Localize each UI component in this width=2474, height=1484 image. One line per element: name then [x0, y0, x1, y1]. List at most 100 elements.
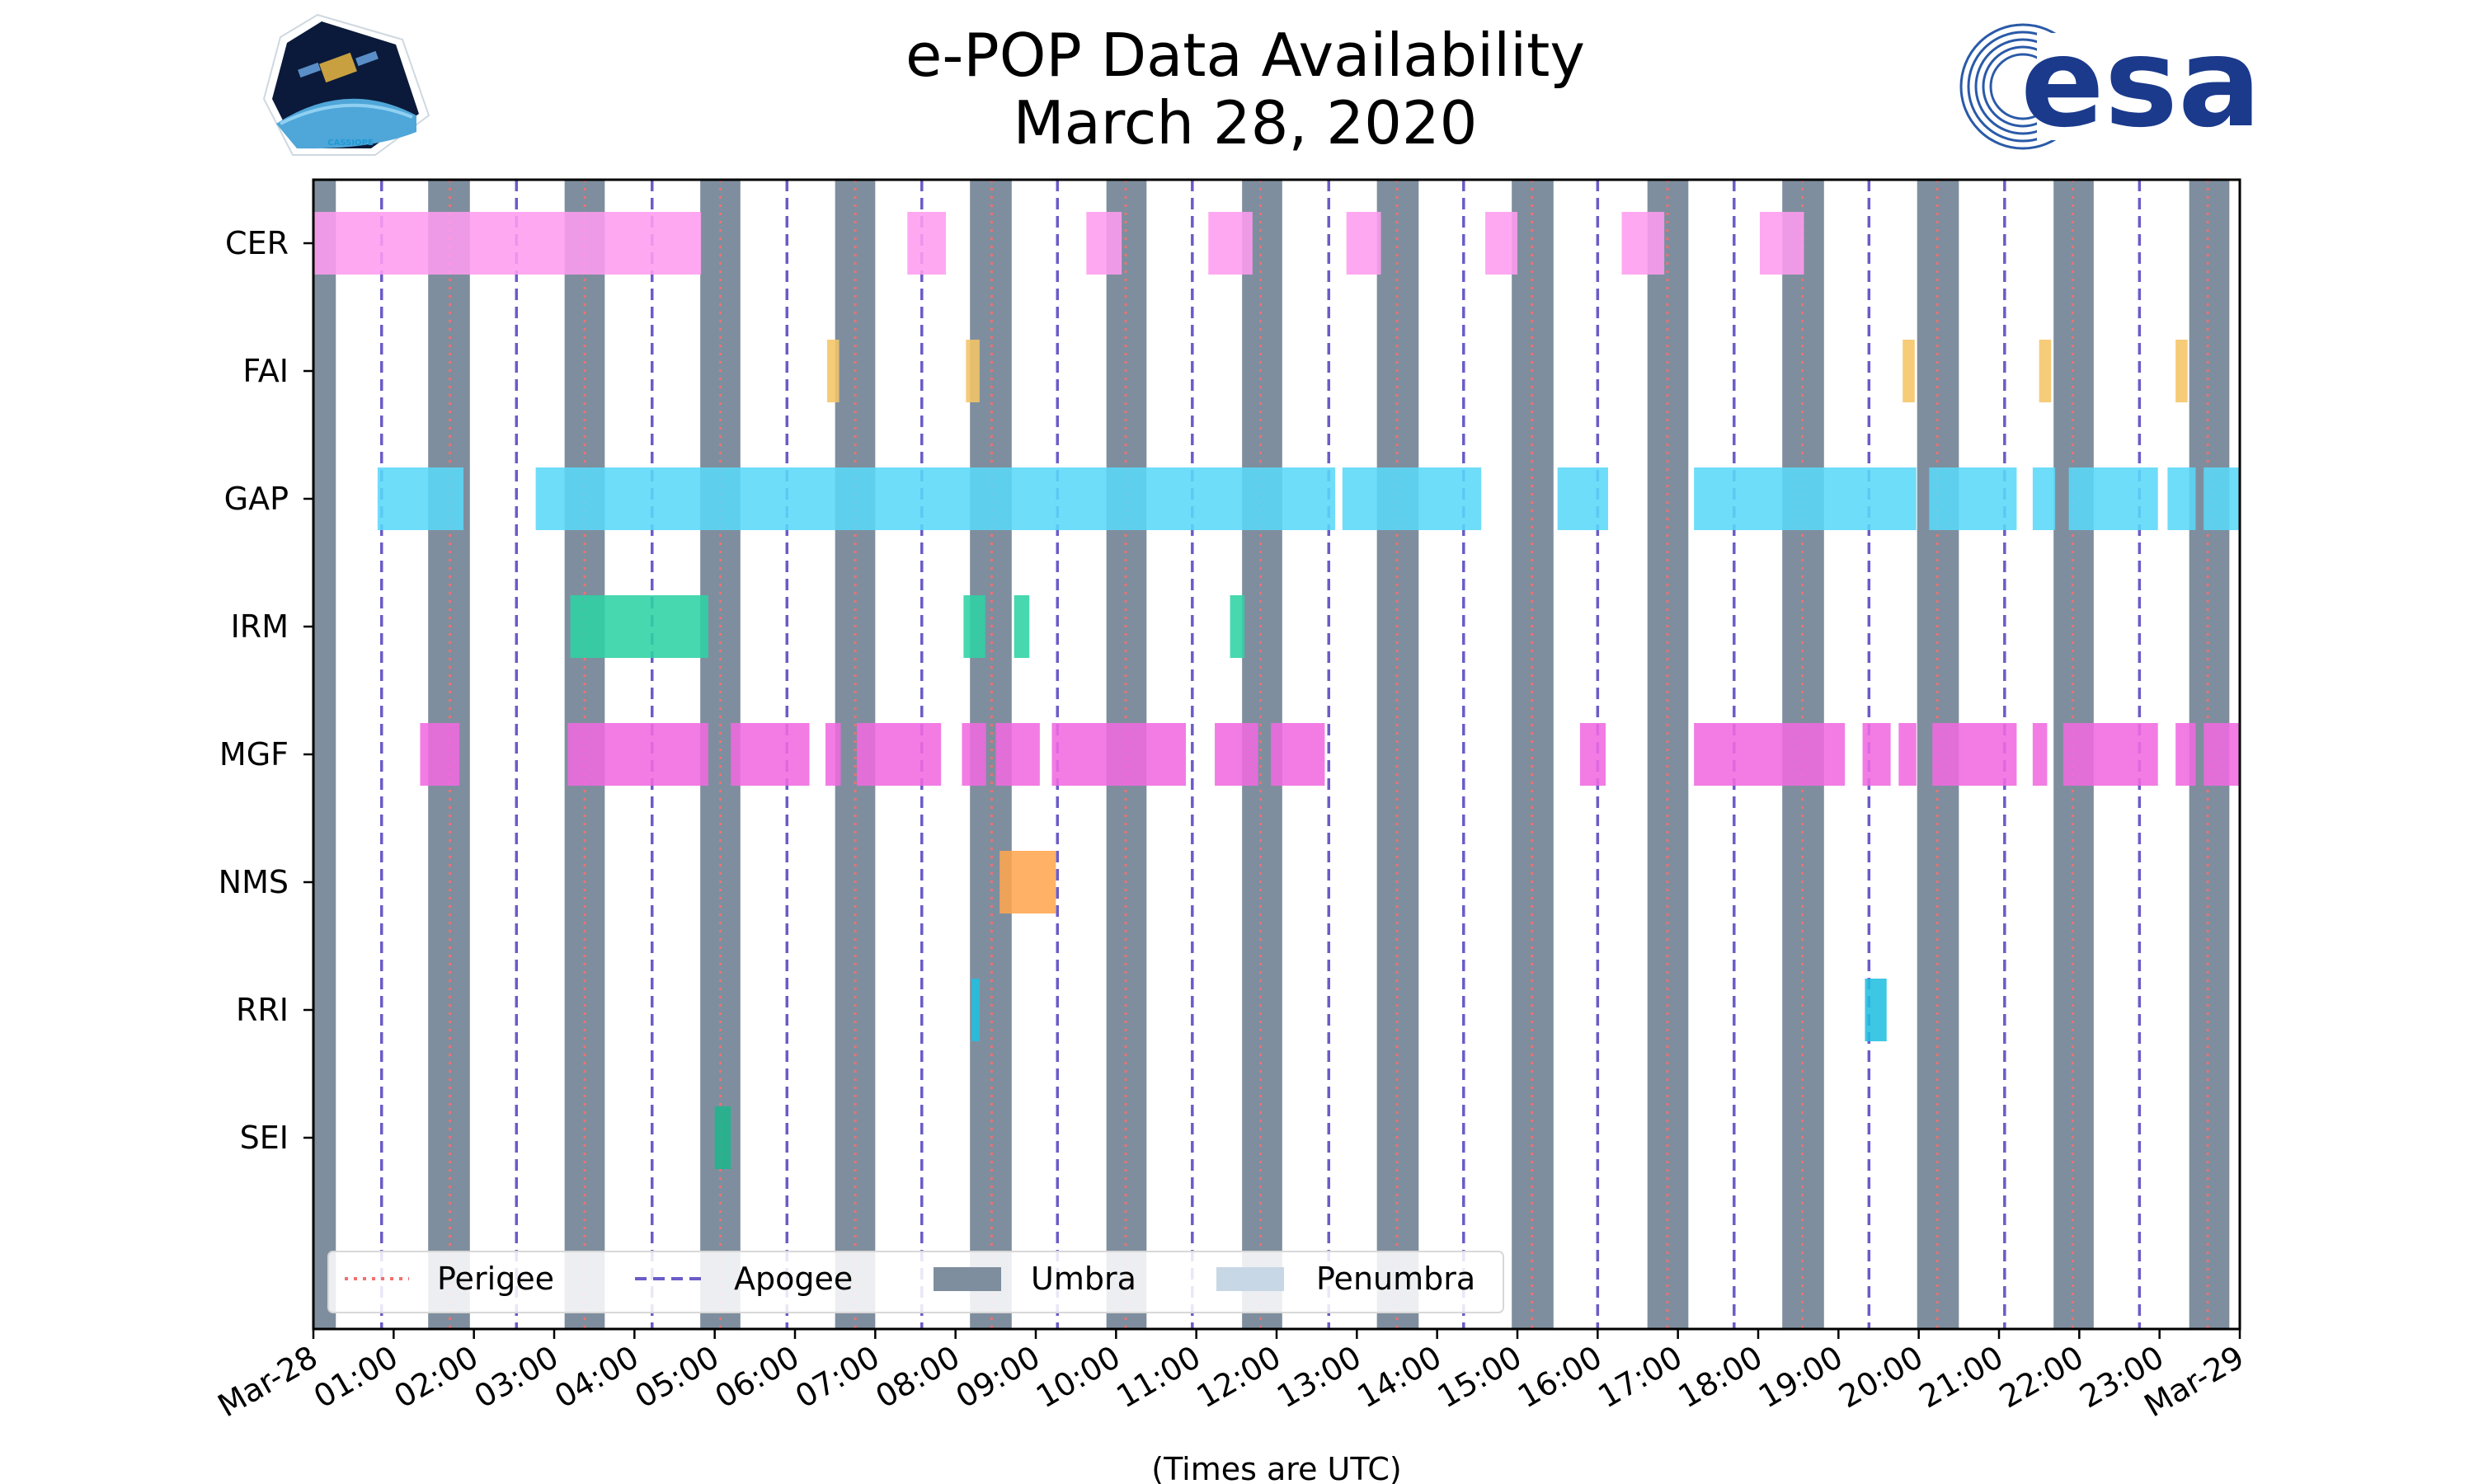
umbra-band — [313, 180, 336, 1329]
bar-mgf — [2062, 723, 2158, 786]
x-tick-label: 02:00 — [388, 1339, 484, 1416]
bar-cer — [1086, 212, 1122, 275]
legend-penumbra-label: Penumbra — [1316, 1261, 1475, 1297]
x-tick-label: 19:00 — [1752, 1339, 1849, 1416]
bar-fai — [826, 340, 840, 402]
cassiope-logo-text: CASSIOPE — [327, 139, 374, 148]
legend-apogee-label: Apogee — [734, 1261, 853, 1297]
bar-cer — [1759, 212, 1804, 275]
cassiope-logo: CASSIOPE — [262, 13, 430, 156]
chart-title: e-POP Data Availability — [905, 21, 1585, 90]
x-tick-label: 01:00 — [308, 1339, 404, 1416]
umbra-band — [1512, 180, 1554, 1329]
bar-fai — [966, 340, 980, 402]
x-tick-label: 11:00 — [1110, 1339, 1206, 1416]
bar-mgf — [1932, 723, 2017, 786]
x-tick-label: 08:00 — [869, 1339, 966, 1416]
bar-fai — [2039, 340, 2052, 402]
bar-rri — [971, 979, 980, 1041]
bar-mgf — [1271, 723, 1325, 786]
bar-nms — [999, 851, 1056, 913]
bar-gap — [1557, 467, 1608, 530]
bar-gap — [1694, 467, 1917, 530]
bar-rri — [1865, 979, 1887, 1041]
legend: Perigee Apogee Umbra Penumbra — [327, 1251, 1504, 1313]
bar-fai — [1903, 340, 1915, 402]
bar-mgf — [995, 723, 1040, 786]
legend-box — [327, 1251, 1504, 1313]
y-tick-label: CER — [225, 225, 289, 261]
bar-gap — [535, 467, 1336, 530]
x-tick-label: Mar-28 — [212, 1339, 324, 1425]
x-tick-label: 16:00 — [1512, 1339, 1608, 1416]
x-tick-label: 18:00 — [1672, 1339, 1769, 1416]
bar-mgf — [2175, 723, 2196, 786]
x-tick-label: 04:00 — [548, 1339, 645, 1416]
bar-cer — [907, 212, 946, 275]
bar-mgf — [1694, 723, 1846, 786]
x-tick-label: 20:00 — [1832, 1339, 1929, 1416]
bar-mgf — [1215, 723, 1258, 786]
legend-umbra-swatch — [934, 1267, 1001, 1291]
bar-mgf — [567, 723, 708, 786]
x-tick-label: 12:00 — [1191, 1339, 1287, 1416]
legend-penumbra-swatch — [1216, 1267, 1284, 1291]
bar-gap — [2167, 467, 2196, 530]
y-tick-label: FAI — [242, 353, 289, 389]
bar-mgf — [1898, 723, 1917, 786]
instrument-bars — [313, 212, 2240, 1169]
bar-mgf — [1862, 723, 1891, 786]
bar-mgf — [962, 723, 986, 786]
bar-irm — [1230, 595, 1245, 658]
bar-gap — [2204, 467, 2240, 530]
bar-mgf — [856, 723, 942, 786]
x-axis-label: (Times are UTC) — [1151, 1451, 1401, 1484]
umbra-band — [1647, 180, 1689, 1329]
x-tick-label: 07:00 — [789, 1339, 886, 1416]
x-tick-label: 05:00 — [628, 1339, 725, 1416]
y-tick-label: IRM — [231, 608, 289, 645]
bar-gap — [2068, 467, 2158, 530]
bar-cer — [1621, 212, 1665, 275]
y-tick-label: MGF — [219, 736, 289, 773]
bar-mgf — [2204, 723, 2240, 786]
bar-mgf — [2032, 723, 2048, 786]
orbit-lines — [312, 180, 2209, 1329]
bar-cer — [1208, 212, 1253, 275]
y-tick-label: NMS — [219, 864, 289, 900]
esa-logo-rings — [1959, 23, 2086, 150]
y-axis: CER FAI GAP IRM MGF NMS RRI SEI — [219, 225, 313, 1156]
x-tick-label: 21:00 — [1913, 1339, 2010, 1416]
bar-cer — [1485, 212, 1517, 275]
x-tick-label: 10:00 — [1030, 1339, 1126, 1416]
bar-sei — [714, 1106, 731, 1169]
bar-mgf — [1051, 723, 1187, 786]
bar-fai — [2175, 340, 2188, 402]
bar-gap — [1342, 467, 1482, 530]
bar-mgf — [420, 723, 460, 786]
bar-cer — [313, 212, 702, 275]
bar-mgf — [731, 723, 810, 786]
bar-mgf — [1579, 723, 1606, 786]
legend-perigee-label: Perigee — [437, 1261, 554, 1297]
x-tick-label: 13:00 — [1271, 1339, 1367, 1416]
x-tick-label: 15:00 — [1432, 1339, 1528, 1416]
legend-umbra-label: Umbra — [1031, 1261, 1136, 1297]
bar-gap — [1929, 467, 2017, 530]
bar-cer — [1346, 212, 1381, 275]
esa-logo-text: esa — [2020, 12, 2261, 155]
bar-irm — [1014, 595, 1030, 658]
x-tick-label: 22:00 — [1993, 1339, 2090, 1416]
chart-subtitle: March 28, 2020 — [1014, 88, 1478, 157]
bar-irm — [570, 595, 708, 658]
umbra-band — [1376, 180, 1419, 1329]
x-tick-label: 06:00 — [709, 1339, 806, 1416]
bar-gap — [2032, 467, 2056, 530]
x-tick-label: 17:00 — [1592, 1339, 1688, 1416]
x-tick-label: 03:00 — [468, 1339, 565, 1416]
x-axis: Mar-2801:0002:0003:0004:0005:0006:0007:0… — [212, 1329, 2251, 1424]
x-tick-label: 14:00 — [1351, 1339, 1447, 1416]
y-tick-label: SEI — [240, 1120, 289, 1156]
esa-logo: esa — [1959, 12, 2261, 155]
